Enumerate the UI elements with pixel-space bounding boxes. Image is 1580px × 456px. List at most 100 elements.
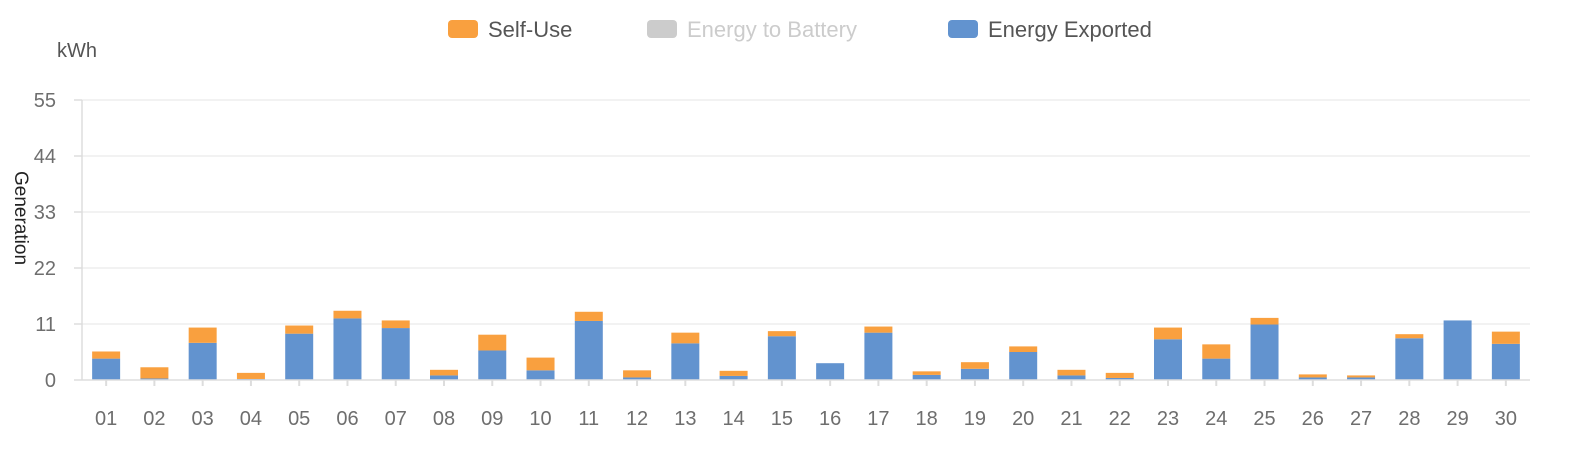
bar-self-use-11[interactable]: [574, 311, 603, 321]
x-tick-label-09: 09: [481, 408, 503, 430]
bar-self-use-19[interactable]: [960, 362, 989, 369]
x-tick-label-30: 30: [1495, 408, 1517, 430]
x-tick-label-19: 19: [964, 408, 986, 430]
legend-label-energy-exported: Energy Exported: [988, 17, 1152, 42]
bar-self-use-03[interactable]: [188, 327, 217, 343]
x-tick-label-01: 01: [95, 408, 117, 430]
bar-self-use-21[interactable]: [1057, 369, 1086, 376]
x-tick-label-23: 23: [1157, 408, 1179, 430]
bar-energy-exported-11[interactable]: [574, 320, 603, 380]
x-tick-label-10: 10: [529, 408, 551, 430]
bar-energy-exported-17[interactable]: [864, 332, 893, 380]
x-tick-label-28: 28: [1398, 408, 1420, 430]
x-tick-label-18: 18: [916, 408, 938, 430]
legend-swatch-energy-to-battery: [647, 20, 677, 38]
bar-energy-exported-13[interactable]: [671, 343, 700, 380]
x-tick-label-24: 24: [1205, 408, 1227, 430]
bar-self-use-25[interactable]: [1250, 317, 1279, 325]
bar-energy-exported-01[interactable]: [92, 358, 121, 380]
bar-self-use-14[interactable]: [719, 370, 748, 376]
bar-energy-exported-08[interactable]: [430, 375, 458, 380]
legend-label-self-use: Self-Use: [488, 17, 572, 42]
bar-energy-exported-24[interactable]: [1202, 358, 1231, 380]
bar-energy-exported-28[interactable]: [1395, 338, 1424, 380]
bar-energy-exported-15[interactable]: [767, 336, 796, 380]
bar-energy-exported-26[interactable]: [1298, 377, 1327, 380]
bar-energy-exported-21[interactable]: [1057, 375, 1086, 380]
legend-item-energy-exported[interactable]: Energy Exported: [948, 17, 1152, 42]
y-tick-label: 0: [45, 370, 56, 392]
x-tick-label-17: 17: [867, 408, 889, 430]
bar-self-use-17[interactable]: [864, 326, 893, 333]
bar-energy-exported-30[interactable]: [1491, 343, 1520, 380]
y-tick-label: 11: [35, 314, 56, 336]
y-axis-unit: kWh: [57, 40, 97, 62]
bar-energy-exported-06[interactable]: [333, 318, 362, 380]
bar-self-use-20[interactable]: [1009, 346, 1038, 352]
bar-energy-exported-19[interactable]: [960, 368, 989, 380]
x-tick-label-06: 06: [336, 408, 358, 430]
bar-self-use-30[interactable]: [1491, 331, 1520, 344]
grid-lines: [82, 99, 1530, 325]
bar-energy-exported-02[interactable]: [140, 378, 169, 380]
bar-energy-exported-16[interactable]: [816, 363, 845, 380]
x-axis: 01 02 03 04 05 06 07 08 09 10 11 12 13 14 15 16 17 18 19 20…: [81, 100, 1530, 430]
bars: [92, 310, 1520, 380]
bar-energy-exported-27[interactable]: [1347, 377, 1376, 380]
bar-self-use-28[interactable]: [1395, 334, 1424, 339]
legend-swatch-self-use: [448, 20, 478, 38]
bar-self-use-13[interactable]: [671, 332, 700, 344]
bar-self-use-24[interactable]: [1202, 344, 1231, 359]
x-tick-label-08: 08: [433, 408, 455, 430]
bar-self-use-09[interactable]: [478, 334, 507, 351]
bar-energy-exported-22[interactable]: [1105, 377, 1134, 380]
bar-self-use-23[interactable]: [1154, 327, 1182, 340]
x-tick-label-12: 12: [626, 408, 648, 430]
legend-label-energy-to-battery: Energy to Battery: [687, 17, 857, 42]
bar-self-use-01[interactable]: [92, 351, 121, 359]
bar-self-use-18[interactable]: [912, 371, 941, 375]
y-axis-ticks: 0 11 22 33 44 55: [34, 90, 82, 392]
bar-self-use-08[interactable]: [430, 369, 458, 376]
bar-energy-exported-18[interactable]: [912, 374, 941, 380]
bar-energy-exported-09[interactable]: [478, 350, 507, 380]
x-tick-label-03: 03: [192, 408, 214, 430]
bar-energy-exported-10[interactable]: [526, 370, 555, 380]
legend-swatch-energy-exported: [948, 20, 978, 38]
bar-self-use-07[interactable]: [381, 320, 410, 329]
x-tick-label-27: 27: [1350, 408, 1372, 430]
bar-self-use-15[interactable]: [767, 331, 796, 337]
bar-energy-exported-25[interactable]: [1250, 324, 1279, 380]
y-tick-label: 33: [34, 202, 56, 224]
bar-self-use-05[interactable]: [285, 325, 314, 334]
bar-self-use-26[interactable]: [1298, 374, 1327, 378]
bar-self-use-06[interactable]: [333, 310, 362, 319]
x-tick-label-25: 25: [1253, 408, 1275, 430]
x-tick-label-15: 15: [771, 408, 793, 430]
bar-self-use-02[interactable]: [140, 367, 169, 379]
legend-item-energy-to-battery[interactable]: Energy to Battery: [647, 17, 857, 42]
x-tick-label-16: 16: [819, 408, 841, 430]
legend-item-self-use[interactable]: Self-Use: [448, 17, 572, 42]
legend: Self-Use Energy to Battery Energy Export…: [448, 17, 1152, 42]
bar-energy-exported-12[interactable]: [623, 377, 652, 380]
bar-energy-exported-14[interactable]: [719, 375, 748, 380]
x-tick-label-22: 22: [1109, 408, 1131, 430]
bar-self-use-10[interactable]: [526, 357, 555, 371]
x-tick-label-05: 05: [288, 408, 310, 430]
bar-energy-exported-20[interactable]: [1009, 352, 1038, 380]
bar-self-use-12[interactable]: [623, 370, 652, 378]
bar-energy-exported-29[interactable]: [1443, 320, 1472, 380]
x-tick-label-04: 04: [240, 408, 262, 430]
bar-energy-exported-23[interactable]: [1154, 339, 1182, 380]
bar-self-use-22[interactable]: [1105, 372, 1134, 378]
bar-self-use-27[interactable]: [1347, 375, 1376, 378]
bar-energy-exported-05[interactable]: [285, 333, 314, 380]
x-tick-label-13: 13: [674, 408, 696, 430]
bar-self-use-04[interactable]: [236, 372, 265, 379]
y-tick-label: 44: [34, 146, 56, 168]
y-tick-label: 55: [34, 90, 56, 112]
bar-energy-exported-03[interactable]: [188, 342, 217, 380]
x-tick-label-11: 11: [578, 408, 599, 430]
bar-energy-exported-07[interactable]: [381, 328, 410, 380]
